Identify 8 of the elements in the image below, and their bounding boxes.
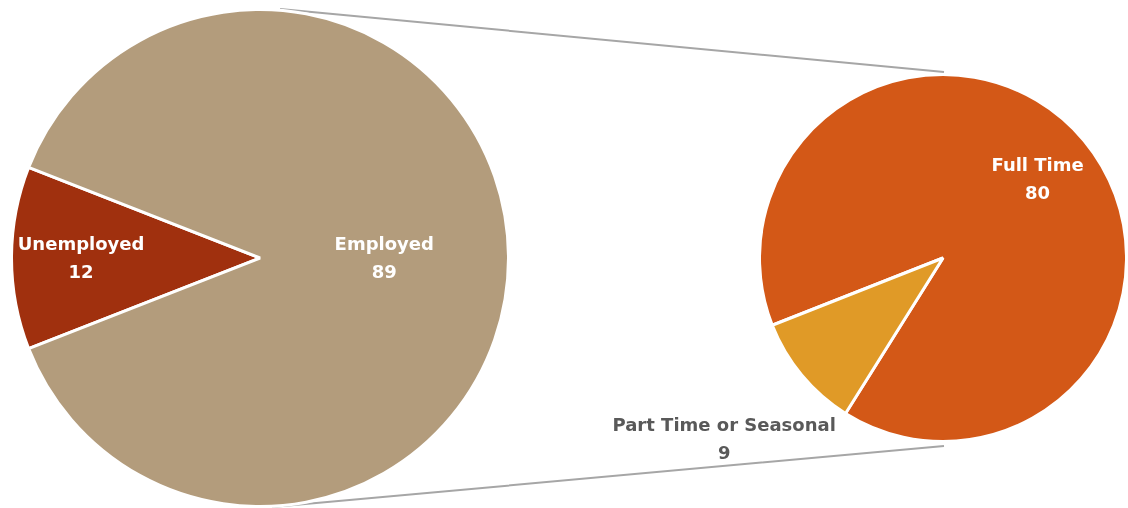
- slice-label: Employed: [334, 232, 434, 254]
- slice-label: Full Time: [991, 154, 1084, 176]
- data-label: 9: [717, 442, 731, 464]
- data-label: 89: [371, 260, 397, 282]
- slice-label: Unemployed: [17, 232, 145, 254]
- data-label: 12: [68, 260, 94, 282]
- data-label: 80: [1025, 182, 1051, 204]
- slice-label: Part Time or Seasonal: [612, 414, 836, 436]
